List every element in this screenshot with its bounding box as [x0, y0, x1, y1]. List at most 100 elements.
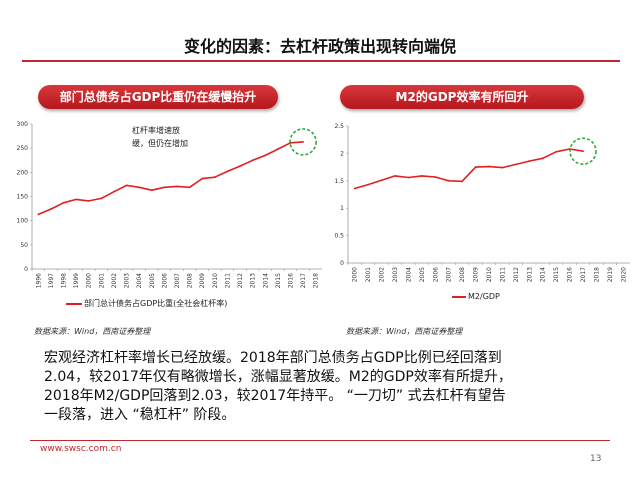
right-chart-x-tick-label: 2004	[405, 267, 412, 282]
left-chart-data-point	[264, 154, 267, 157]
right-chart-x-tick-label: 2002	[379, 267, 386, 282]
right-chart-x-tick-label: 2015	[553, 267, 560, 282]
right-chart-heading: M2的GDP效率有所回升	[340, 85, 584, 109]
left-chart-x-tick-label: 1996	[35, 273, 42, 288]
footer-url: www.swsc.com.cn	[40, 444, 122, 454]
right-chart-data-point	[461, 180, 464, 183]
left-chart-x-tick-label: 2010	[212, 273, 219, 288]
right-chart-y-tick-label: 1	[340, 205, 344, 212]
left-chart-x-tick-label: 1997	[48, 273, 55, 288]
right-chart-x-tick-label: 2003	[392, 267, 399, 282]
left-chart-y-tick-label: 300	[17, 121, 29, 128]
right-chart-x-tick-label: 2018	[593, 267, 600, 282]
left-chart-data-point	[125, 184, 128, 187]
right-chart-x-tick-label: 2008	[459, 267, 466, 282]
right-chart-data-point	[447, 179, 450, 182]
left-legend: 部门总计债务占GDP比重(全社会杠杆率)	[66, 298, 227, 309]
left-chart-data-point	[87, 199, 90, 202]
slide-title: 变化的因素：去杠杆政策出现转向端倪	[183, 37, 456, 56]
right-chart-data-point	[420, 174, 423, 177]
left-chart-x-tick-label: 2017	[300, 273, 307, 288]
left-chart-x-tick-label: 2008	[187, 273, 194, 288]
left-chart-highlight-circle	[289, 128, 317, 156]
left-chart-y-tick-label: 250	[17, 145, 29, 152]
left-chart-data-point	[226, 170, 229, 173]
right-chart-data-point	[528, 160, 531, 162]
right-legend-swatch	[452, 295, 466, 298]
body-line-1: 宏观经济杠杆率增长已经放缓。2018年部门总债务占GDP比例已经回落到	[44, 350, 502, 366]
left-chart-x-tick-label: 2001	[98, 273, 105, 288]
left-chart-y-tick-label: 50	[20, 242, 28, 249]
left-chart-data-point	[201, 177, 204, 180]
right-chart-data-point	[582, 150, 584, 153]
left-chart-x-tick-label: 2011	[224, 273, 231, 288]
left-chart-x-tick-label: 1999	[73, 273, 80, 288]
left-chart-x-tick-label: 2014	[262, 273, 269, 288]
left-chart-x-tick-label: 2003	[124, 273, 131, 288]
left-chart-y-tick-label: 100	[17, 218, 29, 225]
right-chart-y-tick-label: 1.5	[334, 178, 344, 185]
left-legend-label: 部门总计债务占GDP比重(全社会杠杆率)	[84, 299, 228, 308]
body-line-4: 一段落，进入 “稳杠杆” 阶段。	[44, 407, 236, 423]
right-chart-data-point	[541, 157, 544, 160]
left-chart-x-tick-label: 2009	[199, 273, 206, 288]
source-note-right: 数据来源：Wind，西南证券整理	[346, 327, 463, 336]
left-chart-x-tick-label: 2000	[86, 273, 93, 288]
right-chart-y-tick-label: 0.5	[334, 233, 344, 240]
right-chart-series-line	[354, 148, 584, 190]
body-line-3: 2018年M2/GDP回落到2.03，较2017年持平。 “一刀切” 式去杠杆有…	[44, 388, 506, 404]
left-chart-heading: 部门总债务占GDP比重仍在缓慢抬升	[38, 85, 278, 109]
left-chart-x-tick-label: 2018	[313, 273, 320, 288]
left-chart-data-point	[150, 189, 153, 192]
right-chart-x-tick-label: 2019	[607, 267, 614, 282]
left-chart-data-point	[138, 186, 141, 189]
left-chart-data-point	[37, 213, 40, 216]
left-chart-x-tick-label: 2004	[136, 273, 143, 288]
right-chart-x-tick-label: 2007	[446, 267, 453, 282]
right-chart-data-point	[353, 187, 356, 190]
left-chart-data-point	[75, 198, 78, 201]
body-line-2: 2.04，较2017年仅有略微增长，涨幅显著放缓。M2的GDP效率有所提升，	[44, 369, 512, 385]
left-chart-data-point	[163, 186, 166, 189]
right-chart-x-tick-label: 2011	[499, 267, 506, 282]
right-legend-label: M2/GDP	[468, 292, 500, 301]
right-chart-x-tick-label: 2013	[526, 267, 533, 282]
left-chart-x-tick-label: 2013	[250, 273, 257, 288]
page-number: 13	[590, 454, 602, 464]
right-chart-x-tick-label: 2012	[513, 267, 520, 282]
left-chart-x-tick-label: 2012	[237, 273, 244, 288]
left-chart-y-tick-label: 200	[17, 169, 29, 176]
body-paragraph: 宏观经济杠杆率增长已经放缓。2018年部门总债务占GDP比例已经回落到 2.04…	[44, 349, 604, 425]
left-chart-data-point	[239, 165, 241, 167]
right-chart-y-tick-label: 2.5	[334, 123, 344, 130]
right-chart-y-tick-label: 0	[340, 260, 344, 267]
left-chart-x-tick-label: 1998	[61, 273, 68, 288]
left-chart-x-tick-label: 2002	[111, 273, 118, 288]
right-chart-data-point	[514, 163, 517, 166]
left-chart-data-point	[276, 148, 279, 151]
left-chart-data-point	[213, 176, 216, 179]
annotation-line-2: 缓，但仍在增加	[132, 139, 188, 148]
left-chart-x-tick-label: 2015	[275, 273, 282, 288]
right-chart-data-point	[501, 166, 504, 169]
right-chart-y-tick-label: 2	[340, 150, 344, 157]
left-chart-y-tick-label: 0	[24, 266, 28, 273]
left-chart-x-tick-label: 2007	[174, 273, 181, 288]
source-note-left: 数据来源：Wind，西南证券整理	[34, 327, 151, 336]
right-chart-data-point	[394, 174, 396, 177]
right-chart-data-point	[434, 176, 437, 178]
right-chart-data-point	[380, 179, 383, 182]
right-chart-data-point	[474, 166, 477, 169]
left-chart-data-point	[176, 185, 178, 188]
right-chart-x-tick-label: 2014	[540, 267, 547, 282]
left-chart-data-point	[62, 201, 65, 204]
left-chart-data-point	[302, 140, 304, 143]
right-chart-x-tick-label: 2001	[365, 267, 372, 282]
right-legend: M2/GDP	[452, 292, 500, 301]
right-chart-highlight-circle	[569, 137, 597, 166]
left-chart-data-point	[100, 197, 103, 200]
left-chart-series-line	[37, 141, 304, 216]
right-chart-data-point	[488, 165, 490, 168]
left-chart-data-point	[188, 186, 191, 189]
